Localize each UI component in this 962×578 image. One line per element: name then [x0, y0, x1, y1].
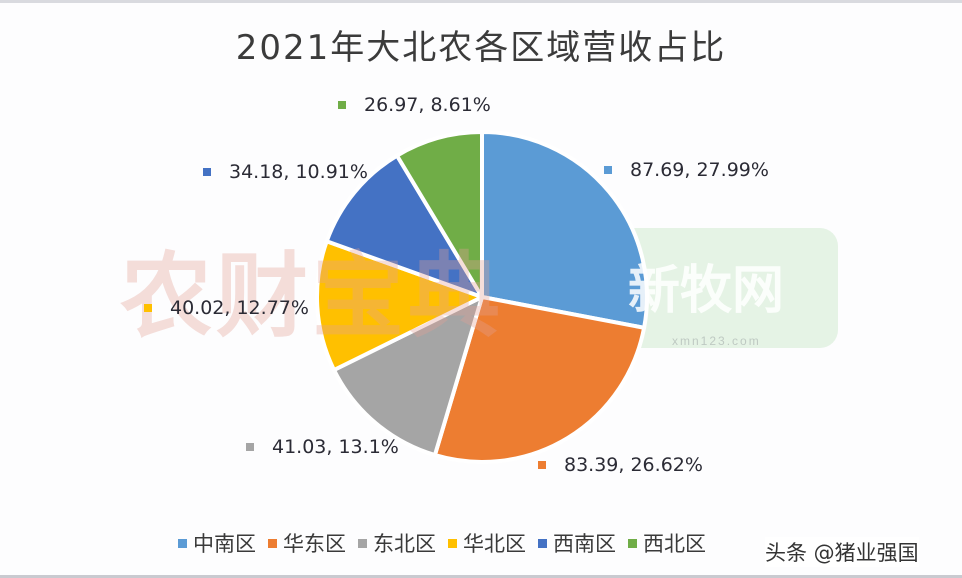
watermark-left: 农财宝典	[120, 243, 505, 350]
legend-swatch-icon	[538, 538, 547, 548]
legend-swatch-icon	[268, 538, 277, 548]
data-label-dongbei: 41.03, 13.1%	[246, 436, 399, 458]
chart-legend: 中南区 华东区 东北区 华北区 西南区 西北区	[178, 528, 706, 558]
swatch-zhongnan-icon	[604, 166, 612, 174]
legend-label: 华北区	[463, 532, 526, 556]
data-label-zhongnan: 87.69, 27.99%	[604, 159, 769, 181]
legend-label: 东北区	[373, 532, 436, 556]
data-label-huadong: 83.39, 26.62%	[538, 454, 703, 476]
swatch-huadong-icon	[538, 461, 546, 469]
legend-item-huadong[interactable]: 华东区	[268, 528, 346, 558]
data-label-xibei: 26.97, 8.61%	[338, 94, 491, 116]
data-label-text: 41.03, 13.1%	[272, 436, 399, 458]
legend-swatch-icon	[448, 538, 457, 548]
data-label-text: 26.97, 8.61%	[364, 94, 491, 116]
source-credit-watermark: 头条 @猪业强国	[765, 537, 919, 567]
legend-label: 西北区	[643, 532, 706, 556]
slice-xinan[interactable]	[324, 153, 484, 299]
watermark-right-bubble	[612, 228, 838, 348]
slice-dongbei[interactable]	[332, 295, 484, 458]
legend-label: 华东区	[283, 532, 346, 556]
legend-label: 中南区	[193, 532, 256, 556]
watermark-right: 新牧网	[628, 261, 785, 321]
legend-item-xinan[interactable]: 西南区	[538, 528, 616, 558]
watermark-right-url: xmn123.com	[672, 334, 761, 348]
data-label-text: 83.39, 26.62%	[564, 454, 703, 476]
legend-swatch-icon	[178, 538, 187, 548]
swatch-dongbei-icon	[246, 443, 254, 451]
slice-zhongnan[interactable]	[480, 130, 649, 330]
legend-swatch-icon	[358, 538, 367, 548]
slice-xibei[interactable]	[395, 130, 484, 299]
data-label-xinan: 34.18, 10.91%	[203, 161, 368, 183]
data-label-huabei: 40.02, 12.77%	[144, 297, 309, 319]
data-label-text: 40.02, 12.77%	[170, 297, 309, 319]
legend-swatch-icon	[628, 538, 637, 548]
slice-huadong[interactable]	[432, 295, 647, 464]
data-label-text: 34.18, 10.91%	[229, 161, 368, 183]
legend-item-huabei[interactable]: 华北区	[448, 528, 526, 558]
slice-huabei[interactable]	[315, 239, 484, 372]
legend-item-zhongnan[interactable]: 中南区	[178, 528, 256, 558]
legend-item-xibei[interactable]: 西北区	[628, 528, 706, 558]
legend-label: 西南区	[553, 532, 616, 556]
chart-title: 2021年大北农各区域营收占比	[235, 28, 727, 68]
data-label-text: 87.69, 27.99%	[630, 159, 769, 181]
swatch-xibei-icon	[338, 101, 346, 109]
swatch-xinan-icon	[203, 168, 211, 176]
swatch-huabei-icon	[144, 304, 152, 312]
legend-item-dongbei[interactable]: 东北区	[358, 528, 436, 558]
